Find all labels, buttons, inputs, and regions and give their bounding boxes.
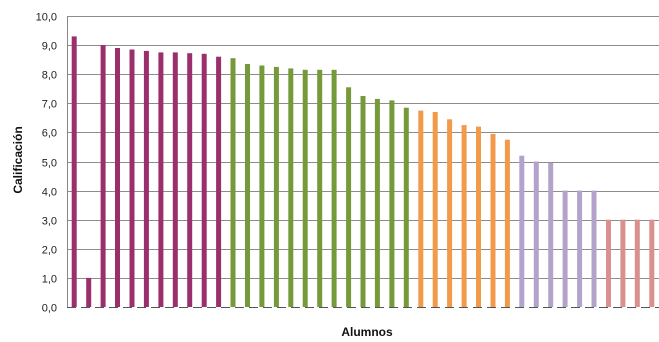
bar bbox=[317, 69, 323, 307]
bar bbox=[288, 68, 294, 308]
bar bbox=[519, 155, 525, 307]
bar bbox=[245, 64, 250, 307]
bar bbox=[259, 65, 265, 307]
bar bbox=[158, 52, 164, 308]
bar bbox=[504, 139, 510, 307]
bar bbox=[476, 126, 481, 307]
y-tick-label: 0,0 bbox=[42, 303, 57, 315]
bar bbox=[591, 190, 597, 307]
bar bbox=[374, 98, 380, 308]
bar bbox=[418, 110, 424, 307]
bar bbox=[461, 125, 467, 307]
y-axis-title: Calificación bbox=[11, 126, 25, 193]
bar bbox=[172, 52, 178, 308]
y-axis-tick-labels: 0,0 1,0 2,0 3,0 4,0 5,0 6,0 7,0 8,0 9,0 10,0 bbox=[36, 12, 57, 315]
bar bbox=[360, 96, 366, 307]
bar bbox=[389, 100, 395, 308]
y-tick-label: 10,0 bbox=[36, 12, 57, 24]
bar bbox=[273, 66, 279, 308]
y-tick-label: 9,0 bbox=[42, 41, 57, 53]
bar bbox=[533, 161, 539, 307]
bar bbox=[100, 45, 106, 307]
y-tick-label: 5,0 bbox=[42, 158, 57, 170]
bar bbox=[634, 219, 640, 307]
bar bbox=[432, 112, 438, 307]
bar bbox=[187, 53, 193, 308]
bar bbox=[649, 219, 655, 307]
bar bbox=[302, 69, 308, 307]
bar bbox=[216, 56, 222, 308]
bars bbox=[71, 36, 655, 308]
bar bbox=[71, 36, 77, 308]
y-tick-label: 1,0 bbox=[42, 274, 57, 286]
bar bbox=[331, 69, 337, 307]
bar bbox=[403, 107, 409, 307]
bar bbox=[620, 219, 626, 307]
y-tick-label: 8,0 bbox=[42, 70, 57, 82]
bar bbox=[577, 190, 583, 307]
bar bbox=[606, 219, 611, 307]
x-axis-title: Alumnos bbox=[341, 325, 393, 339]
bar bbox=[562, 190, 568, 307]
bar bbox=[143, 50, 149, 308]
y-tick-label: 2,0 bbox=[42, 245, 57, 257]
y-tick-label: 7,0 bbox=[42, 99, 57, 111]
bar bbox=[230, 58, 236, 308]
y-tick-label: 6,0 bbox=[42, 128, 57, 140]
bar bbox=[548, 163, 554, 307]
bar bbox=[129, 49, 135, 307]
bar bbox=[201, 53, 207, 307]
bar bbox=[346, 87, 352, 307]
y-tick-label: 3,0 bbox=[42, 216, 57, 228]
bar bbox=[115, 48, 120, 307]
bar bbox=[490, 133, 496, 307]
bar bbox=[447, 119, 453, 307]
bar bbox=[86, 277, 92, 307]
y-tick-label: 4,0 bbox=[42, 187, 57, 199]
